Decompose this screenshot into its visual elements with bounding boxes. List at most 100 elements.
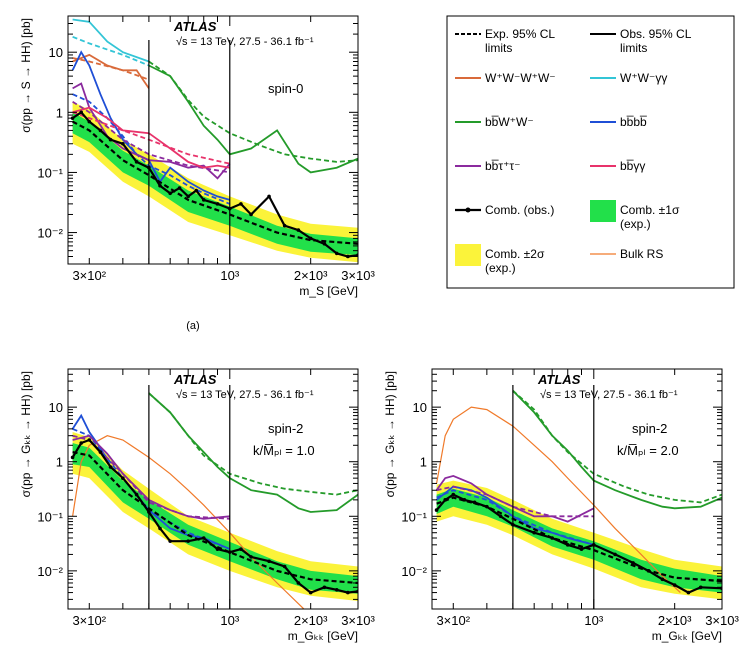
legend-label: Exp. 95% CL [485, 27, 555, 41]
legend-label: Bulk RS [620, 247, 663, 261]
legend-label: W⁺W⁻W⁺W⁻ [485, 71, 556, 85]
comb-obs-point [134, 492, 139, 497]
plot-frame [67, 368, 359, 610]
x-tick-label: 2×10³ [658, 613, 692, 628]
comb-obs-point [121, 476, 125, 480]
comb-obs-point [472, 500, 477, 505]
legend-item-bbbb: bb̅bb̅ [590, 115, 647, 129]
comb-obs-point [308, 590, 313, 595]
legend-item-band1: Comb. ±1σ(exp.) [590, 200, 680, 231]
comb-obs-point [346, 590, 350, 595]
comb-obs-point [267, 194, 271, 199]
comb-obs-point [158, 526, 162, 531]
atlas-label: ATLAS [173, 372, 217, 387]
series-bbgg-dashed [72, 111, 230, 165]
series-comb_exp-dashed [72, 120, 358, 245]
y-tick-label: 1 [56, 105, 63, 120]
legend-label: Comb. ±2σ [485, 247, 545, 261]
legend-item-wwww: W⁺W⁻W⁺W⁻ [455, 71, 556, 85]
x-tick-label: 3×10² [72, 613, 106, 628]
legend-frame [446, 15, 735, 289]
coupling-label: k/M̅ₚₗ = 2.0 [617, 443, 679, 458]
series-bbbb-dashed [436, 489, 595, 546]
series-wwgg-solid [72, 18, 150, 63]
plot-area [434, 390, 722, 600]
comb-obs-point [121, 141, 125, 146]
x-axis-title: m_Gₖₖ [GeV] [288, 629, 358, 643]
comb-obs-point [322, 242, 327, 246]
comb-obs-point [282, 564, 287, 569]
atlas-label: ATLAS [537, 372, 581, 387]
x-tick-label: 3×10³ [341, 613, 375, 628]
legend-item-comb_obs: Comb. (obs.) [455, 203, 554, 217]
legend-label: bb̅γγ [620, 159, 645, 173]
band-2sigma [72, 432, 358, 601]
comb-obs-point [194, 188, 199, 193]
series-comb_exp-dashed [436, 496, 722, 583]
legend-marker [465, 207, 471, 213]
band-2sigma [72, 101, 358, 263]
x-tick-label: 3×10³ [705, 613, 739, 628]
y-axis-title: σ(pp → Gₖₖ → HH) [pb] [19, 371, 33, 497]
series-bbtt-solid [435, 474, 595, 523]
legend-swatch [455, 244, 481, 266]
legend-swatch [590, 200, 616, 222]
comb-obs-point [565, 543, 570, 547]
x-tick-label: 10³ [584, 613, 603, 628]
band-1sigma [72, 443, 358, 594]
y-tick-label: 1 [56, 455, 63, 470]
comb-obs-point [186, 194, 190, 199]
x-axis-title: m_S [GeV] [299, 284, 358, 298]
legend-item-bbtt: bb̅τ⁺τ⁻ [455, 159, 521, 173]
comb-obs-point [346, 254, 350, 259]
series-bbgg-solid [72, 106, 230, 169]
comb-obs-point [108, 465, 113, 469]
series-bbww-solid [512, 390, 722, 510]
x-tick-label: 3×10² [72, 268, 106, 283]
x-tick-label: 3×10³ [341, 268, 375, 283]
y-tick-label: 10⁻² [37, 226, 63, 241]
series-comb_exp-dashed [72, 451, 358, 585]
y-tick-label: 10 [413, 400, 427, 415]
y-tick-label: 10⁻¹ [37, 509, 63, 524]
chart-panel: 10⁻² 10⁻¹ 1 10 3×10² 10³ 2×10³ 3×10³ σ(pp → S → … [19, 15, 375, 298]
comb-obs-point [613, 552, 617, 557]
comb-obs-point [87, 438, 92, 442]
legend-label: bb̅bb̅ [620, 115, 647, 129]
legend-label: bb̅W⁺W⁻ [485, 115, 534, 129]
series-wwww-dashed [72, 57, 150, 81]
figure-sublabel: (a) [186, 320, 199, 332]
legend-item-band2: Comb. ±2σ(exp.) [455, 244, 545, 275]
y-tick-label: 10⁻¹ [401, 509, 427, 524]
y-axis-title: σ(pp → S → HH) [pb] [19, 18, 33, 133]
comb-obs-point [334, 251, 339, 256]
comb-obs-point [249, 555, 253, 559]
comb-obs-point [672, 583, 677, 587]
comb-obs-point [686, 590, 691, 595]
legend-label-line2: (exp.) [620, 217, 651, 231]
comb-obs-point [215, 202, 220, 206]
energy-label: √s = 13 TeV, 27.5 - 36.1 fb⁻¹ [540, 389, 678, 401]
comb-obs-point [201, 198, 206, 202]
comb-obs-point [201, 536, 206, 540]
comb-obs-point [485, 504, 489, 509]
legend-label-line2: (exp.) [485, 261, 516, 275]
comb-obs-point [451, 492, 456, 497]
comb-obs-point [98, 450, 103, 454]
series-comb_obs-solid [71, 438, 358, 594]
y-tick-label: 10⁻² [37, 564, 63, 579]
y-tick-label: 1 [420, 455, 427, 470]
y-tick-label: 10 [49, 45, 63, 60]
comb-obs-point [646, 569, 651, 573]
comb-obs-point [698, 585, 703, 590]
atlas-label: ATLAS [173, 19, 217, 34]
series-comb_obs-solid [71, 110, 358, 258]
y-tick-label: 10⁻¹ [37, 165, 63, 180]
spin-label: spin-2 [268, 421, 303, 436]
comb-obs-point [498, 514, 503, 519]
comb-obs-point [158, 183, 162, 188]
series-bbww-solid [148, 392, 358, 513]
legend-label-line2: limits [620, 41, 647, 55]
